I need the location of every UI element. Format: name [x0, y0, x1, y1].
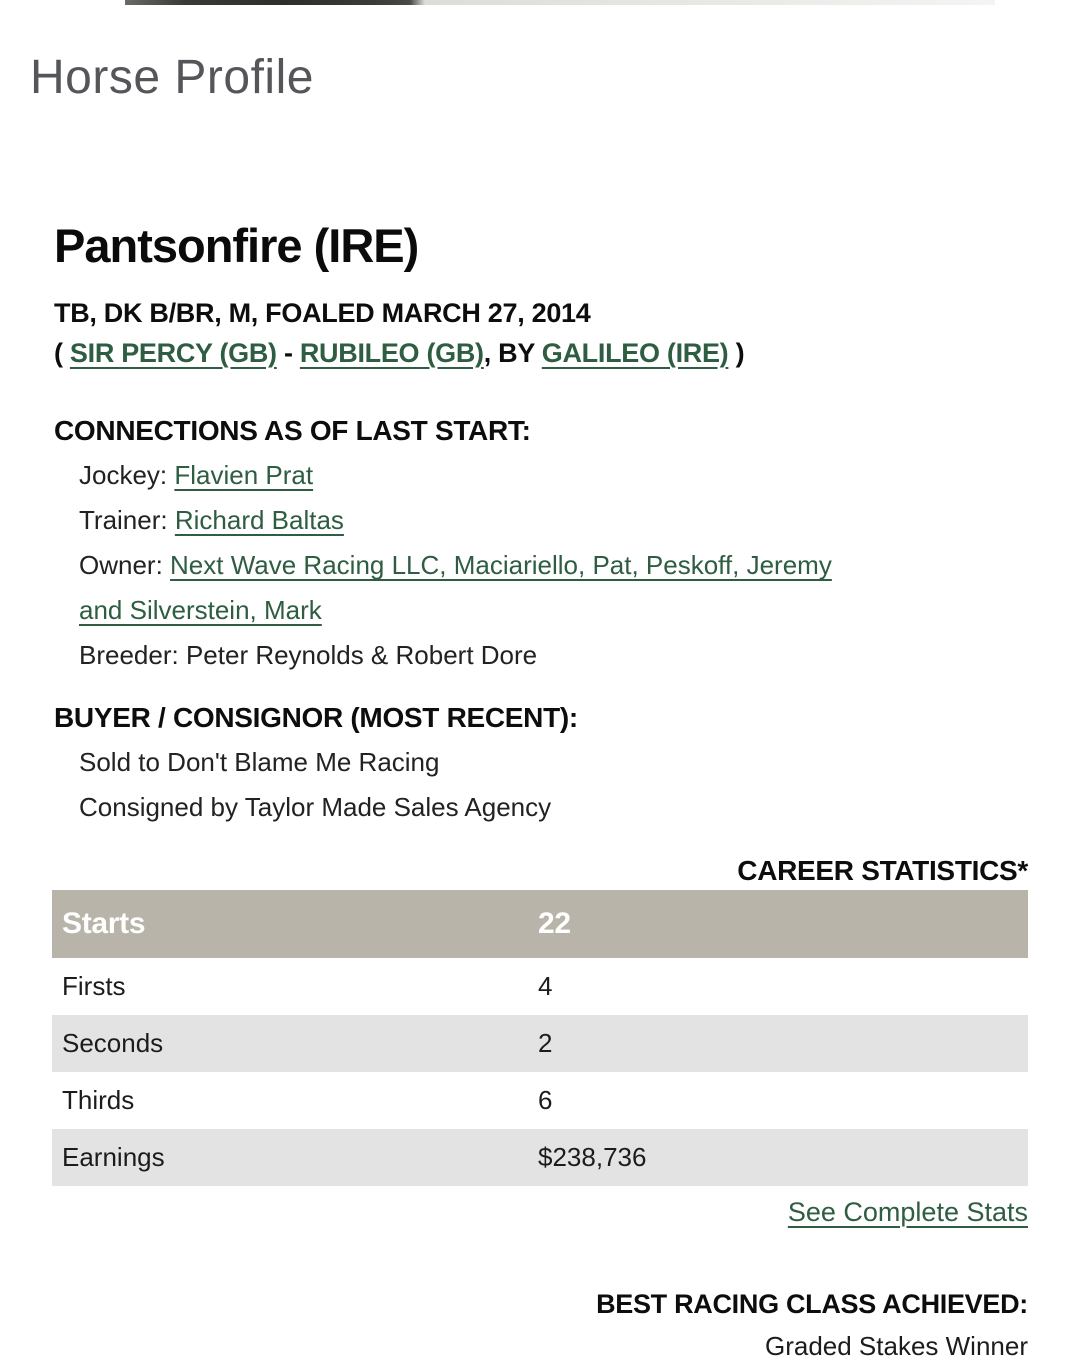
pedigree-separator: - [276, 338, 300, 368]
buyer-consignor-list: Sold to Don't Blame Me Racing Consigned … [79, 740, 1028, 830]
owner-line: Owner: Next Wave Racing LLC, Maciariello… [79, 543, 1028, 633]
best-class-value: Graded Stakes Winner [764, 1331, 1028, 1361]
stat-label: Firsts [62, 971, 126, 1001]
career-stats-table: Starts 22 Firsts 4 Seconds 2 Thirds 6 Ea… [52, 890, 1028, 1186]
stat-value: 2 [538, 1028, 553, 1058]
jockey-line: Jockey: Flavien Prat [79, 453, 1028, 498]
stat-value: $238,736 [538, 1142, 647, 1172]
table-row-earnings: Earnings $238,736 [52, 1129, 1028, 1186]
owner-link-line2: and Silverstein, Mark [79, 595, 322, 625]
breeder-value: Peter Reynolds & Robert Dore [185, 640, 538, 670]
horse-description: TB, DK B/BR, M, FOALED MARCH 27, 2014 [54, 298, 591, 328]
sold-to-line: Sold to Don't Blame Me Racing [79, 747, 440, 777]
career-statistics-heading: CAREER STATISTICS* [737, 855, 1028, 886]
stat-label: Starts [62, 907, 146, 940]
best-class-heading: BEST RACING CLASS ACHIEVED: [596, 1289, 1028, 1319]
trainer-label: Trainer: [79, 505, 175, 535]
pedigree-by-text: , BY [483, 338, 542, 368]
main-content: Pantsonfire (IRE) TB, DK B/BR, M, FOALED… [52, 217, 1028, 1364]
pedigree-close-paren: ) [728, 338, 745, 368]
stat-label: Seconds [62, 1028, 164, 1058]
see-complete-stats-line: See Complete Stats [54, 1194, 1028, 1230]
table-row-starts: Starts 22 [52, 890, 1028, 958]
stat-label: Earnings [62, 1142, 165, 1172]
stat-value: 22 [538, 907, 571, 940]
see-complete-stats-link[interactable]: See Complete Stats [787, 1197, 1028, 1227]
trainer-link[interactable]: Richard Baltas [174, 505, 344, 535]
trainer-line: Trainer: Richard Baltas [79, 498, 1028, 543]
owner-label: Owner: [79, 550, 171, 580]
top-edge-artifact [125, 0, 995, 5]
stat-value: 6 [538, 1085, 553, 1115]
connections-heading: CONNECTIONS AS OF LAST START: [54, 415, 531, 446]
consigned-by-line: Consigned by Taylor Made Sales Agency [79, 792, 552, 822]
jockey-link[interactable]: Flavien Prat [174, 460, 314, 490]
breeder-label: Breeder: [79, 640, 186, 670]
pedigree-line: ( SIR PERCY (GB) - RUBILEO (GB), BY GALI… [54, 333, 1028, 373]
page-title: Horse Profile [30, 51, 314, 104]
horse-description-block: TB, DK B/BR, M, FOALED MARCH 27, 2014 ( … [54, 293, 1028, 373]
jockey-label: Jockey: [79, 460, 175, 490]
table-row-firsts: Firsts 4 [52, 958, 1028, 1015]
horse-name: Pantsonfire (IRE) [54, 219, 419, 272]
breeder-line: Breeder: Peter Reynolds & Robert Dore [79, 633, 1028, 678]
stat-value: 4 [538, 971, 553, 1001]
buyer-consignor-heading: BUYER / CONSIGNOR (MOST RECENT): [54, 702, 578, 733]
sire-link[interactable]: SIR PERCY (GB) [69, 338, 277, 368]
pedigree-open-paren: ( [54, 338, 70, 368]
table-row-seconds: Seconds 2 [52, 1015, 1028, 1072]
damsire-link[interactable]: GALILEO (IRE) [541, 338, 729, 368]
connections-list: Jockey: Flavien Prat Trainer: Richard Ba… [79, 453, 1028, 678]
dam-link[interactable]: RUBILEO (GB) [299, 338, 484, 368]
table-row-thirds: Thirds 6 [52, 1072, 1028, 1129]
owner-link-line1: Next Wave Racing LLC, Maciariello, Pat, … [170, 550, 832, 580]
owner-link[interactable]: Next Wave Racing LLC, Maciariello, Pat, … [79, 550, 832, 625]
stat-label: Thirds [62, 1085, 135, 1115]
